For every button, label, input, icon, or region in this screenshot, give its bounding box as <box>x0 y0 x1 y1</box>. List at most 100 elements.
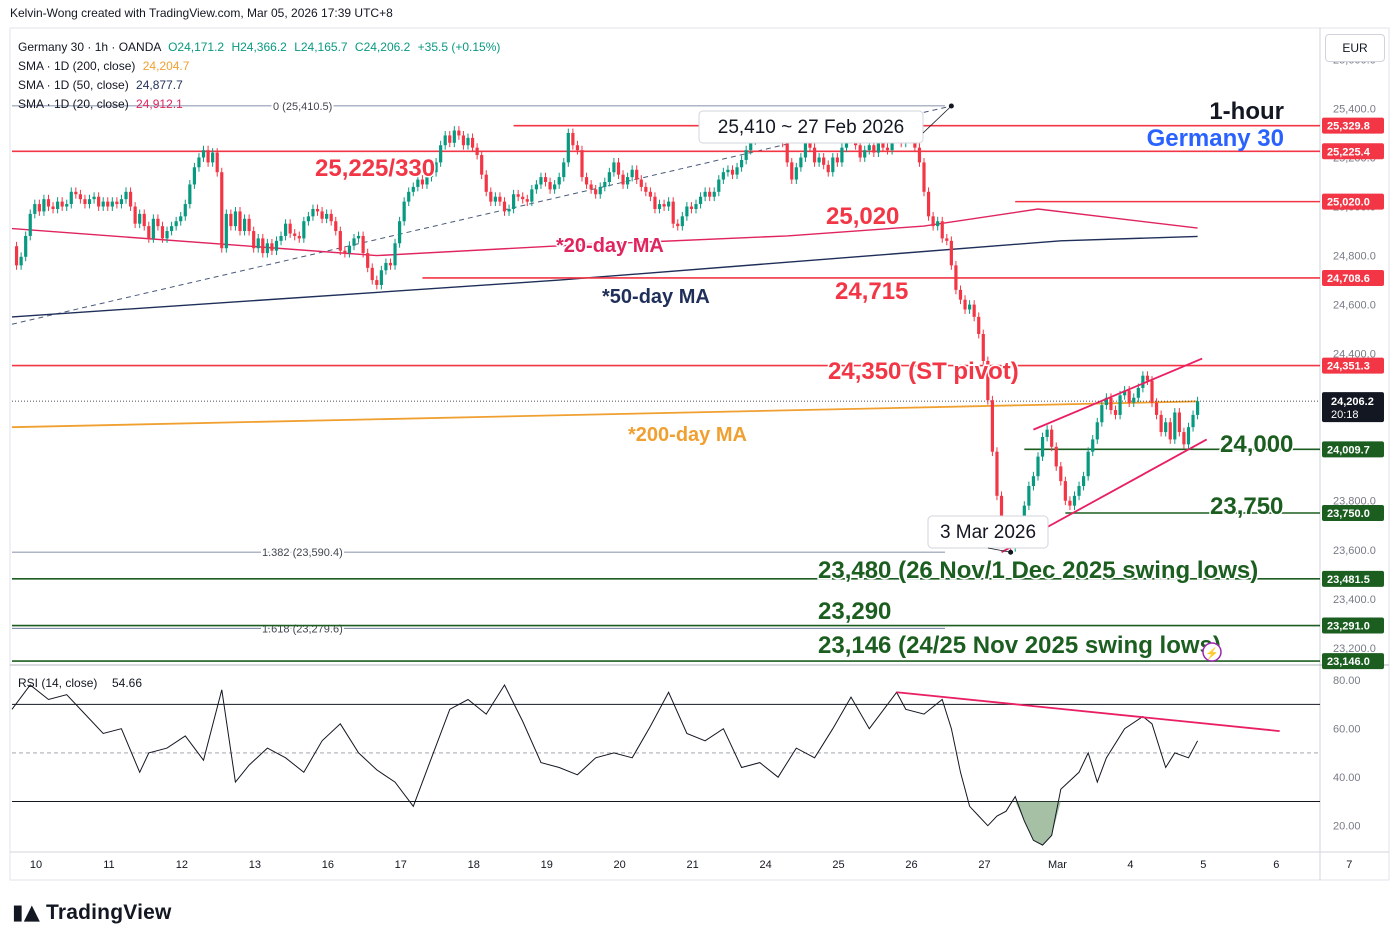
price-candle <box>142 213 146 227</box>
price-candle <box>224 213 228 249</box>
price-candle <box>580 150 584 178</box>
rsi-divergence-line <box>896 691 1280 732</box>
moving-average-label: *200-day MA <box>628 424 747 446</box>
price-candle <box>662 204 666 207</box>
rsi-axis-tick: 20.00 <box>1333 821 1361 833</box>
price-level-tag <box>1322 117 1384 134</box>
price-candle <box>46 199 51 207</box>
price-candle <box>1091 439 1095 452</box>
price-candle <box>1059 466 1063 482</box>
price-candle <box>986 360 990 401</box>
rsi-title: RSI (14, close) <box>18 676 97 690</box>
price-candle <box>480 155 484 175</box>
indicator-legend-sma20[interactable]: SMA · 1D (20, close) 24,912.1 <box>18 97 183 111</box>
price-candle <box>133 206 137 224</box>
price-candle <box>1186 427 1191 445</box>
price-candle <box>730 169 735 175</box>
price-candle <box>671 201 675 224</box>
tradingview-logo-icon: ▮▲ <box>12 900 41 924</box>
price-candle <box>794 167 798 180</box>
price-candle <box>261 238 265 254</box>
price-level-tag <box>1322 269 1384 286</box>
level-annotation: 24,000 <box>1220 431 1293 458</box>
time-axis-label: 20 <box>614 859 626 871</box>
price-candle <box>1132 397 1136 403</box>
level-annotation: 25,020 <box>826 203 899 230</box>
price-candle <box>347 245 352 254</box>
price-candle <box>726 169 730 173</box>
price-candle <box>717 179 721 192</box>
price-candle <box>138 213 142 224</box>
price-candle <box>1022 505 1026 526</box>
price-candle <box>945 238 949 241</box>
indicator-legend-sma200[interactable]: SMA · 1D (200, close) 24,204.7 <box>18 59 189 73</box>
price-candle <box>165 231 169 239</box>
symbol-name[interactable]: Germany 30 · 1h · OANDA <box>18 40 161 54</box>
price-candle <box>521 196 525 200</box>
ohlc-open: O24,171.2 <box>168 40 225 54</box>
level-annotation: 23,146 (24/25 Nov 2025 swing lows) <box>818 632 1221 659</box>
price-candle <box>981 334 985 361</box>
price-candle <box>489 191 493 202</box>
price-candle <box>534 184 538 190</box>
price-candle <box>242 218 247 232</box>
price-level-tag-label: 23,146.0 <box>1327 656 1370 668</box>
ohlc-low: L24,165.7 <box>294 40 348 54</box>
price-candle <box>867 145 871 151</box>
price-candle <box>375 280 379 285</box>
lightning-icon: ⚡ <box>1205 647 1219 660</box>
price-candle <box>274 240 279 251</box>
price-candle <box>703 191 707 197</box>
price-candle <box>840 147 844 163</box>
price-candle <box>434 162 438 173</box>
price-candle <box>835 157 839 163</box>
date-callout-point <box>1008 549 1014 555</box>
price-candle <box>808 142 812 148</box>
time-axis-label: 4 <box>1127 859 1133 871</box>
price-candle <box>999 495 1004 521</box>
chart-frame <box>9 27 1390 881</box>
date-callout-pointer <box>987 547 1011 553</box>
price-candle <box>1177 412 1181 433</box>
price-candle <box>402 201 406 222</box>
price-candle <box>311 208 315 217</box>
price-candle <box>785 142 789 163</box>
price-candle <box>516 194 520 197</box>
price-candle <box>156 218 160 227</box>
price-candle <box>270 243 274 251</box>
price-candle <box>1086 451 1090 477</box>
rsi-axis-tick: 60.00 <box>1333 724 1361 736</box>
moving-average-line <box>11 208 1198 257</box>
price-candle <box>1027 486 1031 506</box>
time-axis-label: 21 <box>687 859 699 871</box>
price-candle <box>425 177 429 185</box>
level-annotation: 23,750 <box>1210 493 1283 520</box>
price-candle <box>1168 422 1172 440</box>
price-candle <box>584 177 589 185</box>
price-candle <box>42 199 46 212</box>
price-candle <box>24 235 28 257</box>
price-candle <box>493 196 497 202</box>
price-candle <box>1050 429 1054 447</box>
price-candle <box>470 137 475 148</box>
price-candle <box>1182 432 1186 445</box>
price-candle <box>803 142 808 158</box>
price-candle <box>1095 422 1099 440</box>
indicator-legend-sma50[interactable]: SMA · 1D (50, close) 24,877.7 <box>18 78 183 92</box>
time-axis-label: 27 <box>978 859 990 871</box>
price-candle <box>885 147 890 151</box>
price-candle <box>265 243 269 254</box>
tradingview-logo[interactable]: ▮▲ TradingView <box>12 900 172 925</box>
currency-button[interactable]: EUR <box>1325 34 1385 62</box>
price-candle <box>384 262 388 271</box>
price-candle <box>917 147 922 163</box>
price-candle <box>124 191 128 200</box>
price-candle <box>51 206 55 209</box>
price-candle <box>1173 412 1177 440</box>
price-axis-tick: 24,800.0 <box>1333 251 1376 263</box>
price-level-tag-label: 24,351.3 <box>1327 361 1370 373</box>
logo-text: TradingView <box>46 901 172 924</box>
price-candle <box>69 191 73 205</box>
price-candle <box>635 169 639 180</box>
price-axis-tick: 23,800.0 <box>1333 496 1376 508</box>
